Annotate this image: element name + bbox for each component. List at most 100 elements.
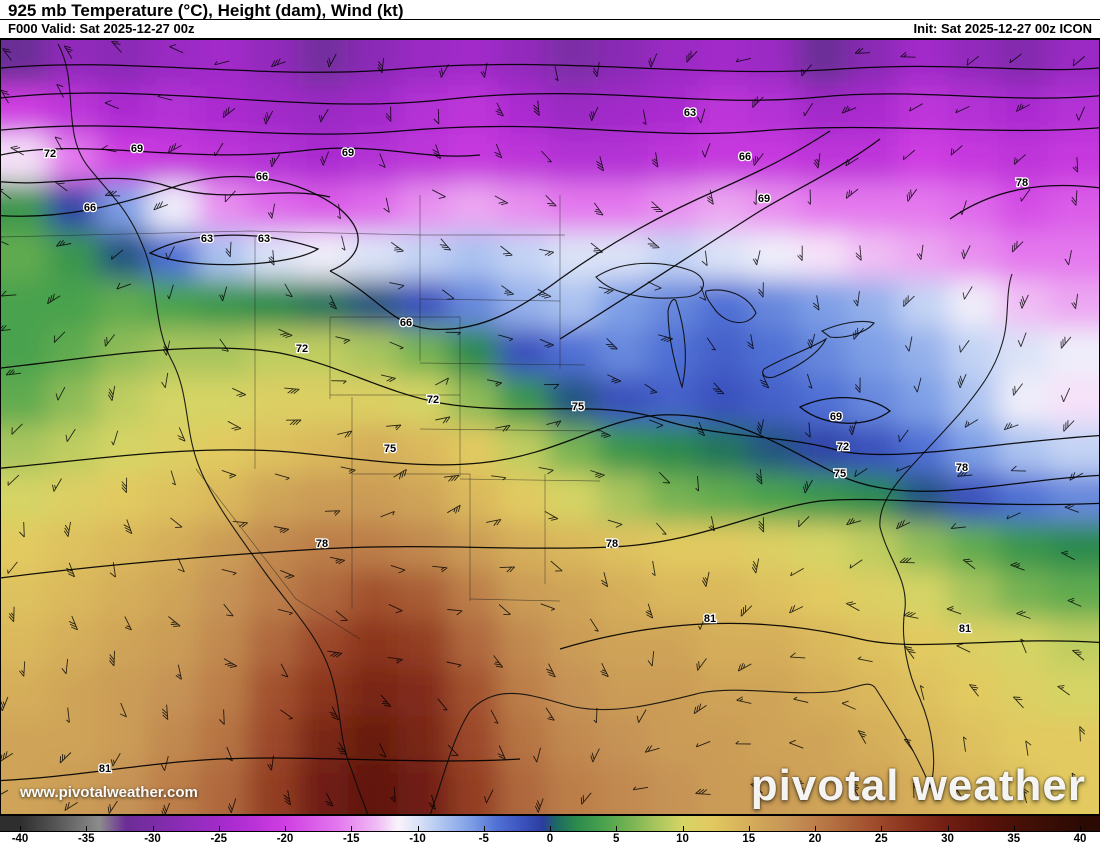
colorbar-tick-label: 0 bbox=[546, 833, 554, 845]
wind-barb bbox=[47, 293, 61, 305]
height-contour-label: 69 bbox=[131, 143, 143, 155]
wind-barb bbox=[1017, 332, 1027, 347]
wind-barb bbox=[580, 792, 592, 805]
height-contour-label: 72 bbox=[427, 394, 439, 406]
colorbar-tick-label: -15 bbox=[342, 833, 360, 845]
wind-barb bbox=[390, 242, 404, 253]
wind-barb bbox=[1060, 387, 1071, 402]
wind-barb bbox=[53, 331, 66, 343]
wind-barb bbox=[792, 778, 804, 790]
wind-barb bbox=[606, 338, 618, 350]
wind-barb bbox=[550, 560, 563, 572]
wind-barb bbox=[903, 295, 915, 307]
wind-barb bbox=[219, 338, 229, 352]
wind-barb bbox=[7, 561, 18, 574]
wind-barb bbox=[533, 100, 540, 116]
wind-barb bbox=[545, 663, 556, 678]
wind-barb bbox=[380, 510, 395, 518]
wind-barb bbox=[752, 250, 761, 266]
colorbar-tick-label: -30 bbox=[144, 833, 161, 845]
wind-barb bbox=[1071, 293, 1079, 309]
wind-barb bbox=[227, 798, 237, 813]
wind-barb bbox=[790, 568, 804, 577]
wind-barb bbox=[280, 569, 295, 579]
height-contour-label: 66 bbox=[739, 151, 751, 163]
wind-barb bbox=[812, 295, 820, 311]
wind-barb bbox=[853, 327, 865, 340]
wind-barb bbox=[959, 200, 967, 215]
wind-barb bbox=[896, 519, 911, 530]
wind-barb bbox=[789, 652, 806, 659]
wind-barb bbox=[283, 790, 291, 806]
wind-barb bbox=[223, 658, 238, 669]
wind-barb bbox=[950, 522, 967, 529]
height-contour-label: 81 bbox=[99, 763, 111, 775]
wind-barb bbox=[0, 696, 9, 712]
wind-barb bbox=[431, 189, 446, 200]
wind-barb bbox=[1069, 472, 1084, 481]
header-subrow: F000 Valid: Sat 2025-12-27 00z Init: Sat… bbox=[0, 20, 1100, 39]
wind-barb bbox=[494, 195, 509, 206]
height-contour-label: 69 bbox=[342, 147, 354, 159]
colorbar-tick-label: -35 bbox=[77, 833, 95, 845]
wind-barb bbox=[899, 557, 915, 564]
wind-barb bbox=[736, 696, 752, 704]
wind-barb bbox=[600, 662, 609, 678]
wind-barb bbox=[324, 510, 341, 516]
wind-barb bbox=[56, 83, 64, 98]
wind-barb bbox=[962, 736, 967, 752]
colorbar-tick-mark bbox=[682, 826, 684, 832]
wind-barb bbox=[432, 565, 448, 573]
wind-barb bbox=[589, 106, 599, 121]
wind-barb bbox=[101, 145, 117, 153]
wind-barb bbox=[219, 286, 228, 302]
wind-barb bbox=[284, 387, 300, 394]
wind-barb bbox=[340, 466, 356, 474]
colorbar-tick-label: 35 bbox=[1007, 833, 1021, 845]
wind-barb bbox=[286, 419, 302, 426]
wind-barb bbox=[698, 615, 706, 630]
wind-barb bbox=[1013, 154, 1026, 165]
wind-barb bbox=[443, 474, 460, 482]
wind-barb bbox=[0, 324, 11, 332]
wind-barb bbox=[896, 465, 911, 472]
colorbar-tick-mark bbox=[86, 826, 88, 832]
wind-barb bbox=[484, 789, 494, 804]
wind-barb bbox=[636, 709, 647, 723]
wind-barb bbox=[695, 475, 700, 492]
colorbar-tick-label: 20 bbox=[808, 833, 822, 845]
wind-barb bbox=[222, 106, 236, 119]
height-contour-label: 69 bbox=[830, 411, 842, 423]
wind-barb bbox=[656, 522, 667, 535]
wind-barb bbox=[540, 603, 555, 611]
wind-barb bbox=[1003, 422, 1019, 431]
colorbar-tick-mark bbox=[218, 826, 220, 832]
height-contour-label: 75 bbox=[384, 443, 396, 455]
wind-barbs-layer bbox=[0, 40, 1086, 815]
wind-barb bbox=[224, 190, 236, 203]
wind-barb bbox=[500, 245, 513, 257]
wind-barb bbox=[119, 702, 127, 718]
wind-barb bbox=[1016, 610, 1031, 619]
wind-barb bbox=[959, 340, 970, 353]
wind-barb bbox=[439, 64, 449, 78]
wind-barb bbox=[107, 800, 118, 814]
wind-barb bbox=[268, 250, 275, 266]
wind-barb bbox=[903, 611, 919, 619]
colorbar-tick-mark bbox=[285, 826, 286, 832]
wind-barb bbox=[326, 53, 337, 68]
wind-barb bbox=[735, 57, 751, 63]
wind-barb bbox=[699, 286, 707, 301]
wind-barb bbox=[850, 783, 860, 797]
wind-barb bbox=[64, 801, 78, 811]
height-contour-label: 78 bbox=[956, 462, 968, 474]
wind-barb bbox=[109, 650, 115, 667]
wind-barb bbox=[803, 479, 813, 494]
wind-barb bbox=[740, 605, 753, 617]
wind-barb bbox=[121, 477, 128, 494]
height-contour-label: 66 bbox=[84, 202, 96, 214]
wind-barb bbox=[533, 747, 541, 763]
wind-barb bbox=[447, 609, 463, 616]
watermark-url: www.pivotalweather.com bbox=[20, 784, 198, 801]
height-contour-label: 63 bbox=[201, 233, 213, 245]
